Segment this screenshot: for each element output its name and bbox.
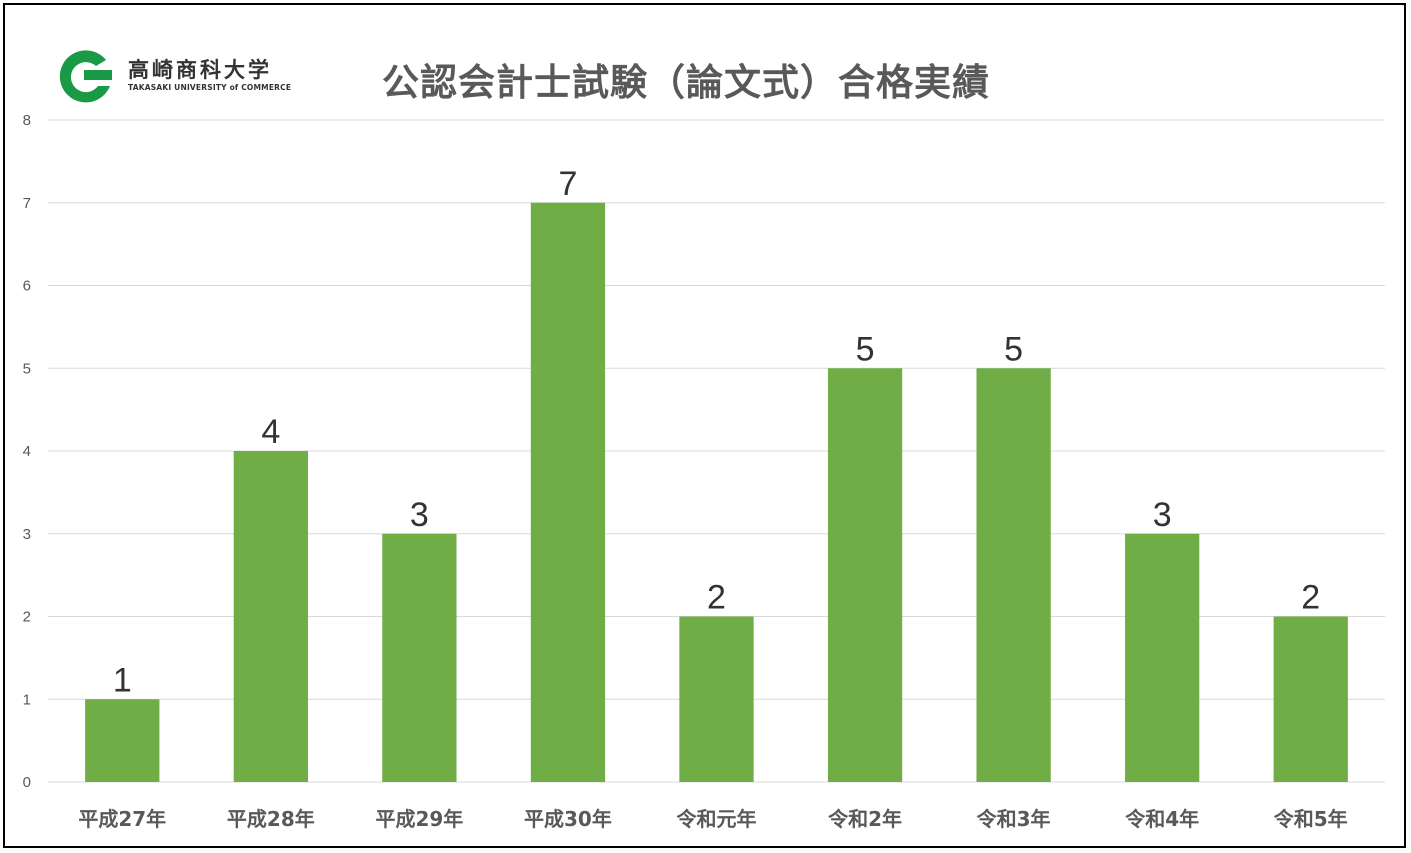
x-tick-label: 平成27年 (78, 807, 166, 831)
logo-name-jp: 高崎商科大学 (128, 58, 272, 82)
data-label: 3 (1153, 496, 1172, 534)
x-tick-label: 令和3年 (977, 807, 1051, 831)
y-tick-label: 4 (23, 443, 31, 460)
x-tick-label: 令和元年 (677, 807, 757, 831)
bar (679, 616, 754, 782)
x-tick-label: 平成29年 (375, 807, 463, 831)
logo-name-en: TAKASAKI UNIVERSITY of COMMERCE (128, 83, 292, 92)
data-label: 2 (707, 579, 726, 617)
bar (1273, 616, 1348, 782)
y-tick-label: 0 (23, 774, 31, 791)
chart-title: 公認会計士試験（論文式）合格実績 (382, 61, 990, 104)
bar (382, 533, 457, 782)
bar (85, 699, 160, 782)
data-label: 4 (261, 413, 280, 451)
x-tick-label: 平成28年 (227, 807, 315, 831)
bar (827, 368, 903, 782)
y-tick-label: 5 (23, 360, 31, 377)
y-tick-label: 2 (23, 609, 31, 626)
x-tick-label: 令和2年 (828, 807, 902, 831)
data-label: 5 (1004, 330, 1023, 368)
bar (1125, 533, 1200, 782)
bar (233, 451, 308, 782)
y-tick-label: 7 (23, 195, 31, 212)
y-tick-label: 1 (23, 691, 31, 708)
university-logo: 高崎商科大学 TAKASAKI UNIVERSITY of COMMERCE (54, 46, 294, 106)
y-tick-label: 6 (23, 278, 31, 295)
x-tick-label: 令和5年 (1274, 807, 1348, 831)
x-tick-label: 平成30年 (524, 807, 612, 831)
logo-mark-icon (59, 50, 112, 103)
y-tick-label: 3 (23, 526, 31, 543)
y-tick-label: 8 (23, 112, 31, 129)
x-tick-label: 令和4年 (1125, 807, 1199, 831)
data-label: 2 (1301, 579, 1320, 617)
bar (530, 202, 606, 782)
bar (976, 368, 1051, 782)
data-label: 7 (558, 165, 577, 203)
data-label: 3 (410, 496, 429, 534)
data-label: 1 (113, 661, 132, 699)
data-label: 5 (856, 330, 875, 368)
